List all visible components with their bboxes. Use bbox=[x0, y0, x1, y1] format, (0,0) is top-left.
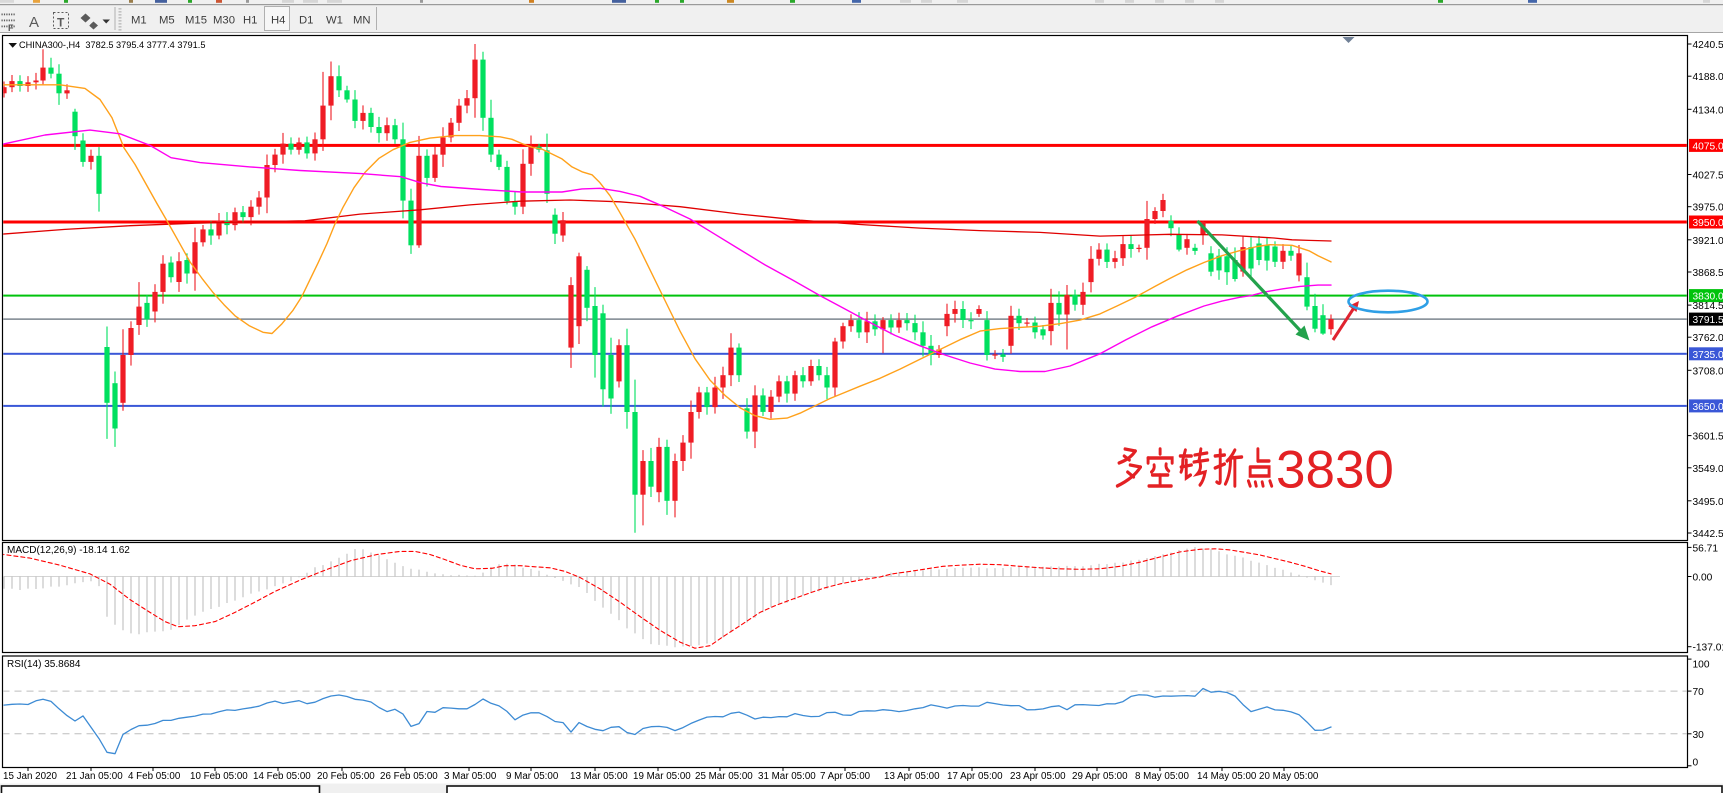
svg-text:3549.0: 3549.0 bbox=[1693, 464, 1723, 475]
svg-text:31 Mar 05:00: 31 Mar 05:00 bbox=[758, 771, 816, 782]
svg-text:56.71: 56.71 bbox=[1693, 543, 1719, 554]
svg-text:29 Apr 05:00: 29 Apr 05:00 bbox=[1072, 771, 1128, 782]
svg-text:13 Mar 05:00: 13 Mar 05:00 bbox=[570, 771, 628, 782]
svg-text:20 May 05:00: 20 May 05:00 bbox=[1259, 771, 1319, 782]
svg-text:20 Feb 05:00: 20 Feb 05:00 bbox=[317, 771, 375, 782]
svg-text:CHINA300-,H4 3782.5 3795.4 37: CHINA300-,H4 3782.5 3795.4 3777.4 3791.5 bbox=[19, 40, 205, 50]
svg-text:F: F bbox=[8, 23, 14, 33]
svg-text:MN: MN bbox=[353, 15, 371, 27]
svg-text:D1: D1 bbox=[299, 15, 313, 27]
svg-text:23 Apr 05:00: 23 Apr 05:00 bbox=[1010, 771, 1066, 782]
svg-text:14 Feb 05:00: 14 Feb 05:00 bbox=[253, 771, 311, 782]
svg-text:RSI(14) 35.8684: RSI(14) 35.8684 bbox=[7, 659, 81, 670]
svg-text:3495.0: 3495.0 bbox=[1693, 497, 1723, 508]
svg-text:3650.0: 3650.0 bbox=[1693, 402, 1723, 413]
svg-text:3601.5: 3601.5 bbox=[1693, 432, 1723, 443]
svg-text:3735.0: 3735.0 bbox=[1693, 350, 1723, 361]
svg-text:3762.0: 3762.0 bbox=[1693, 333, 1723, 344]
svg-text:A: A bbox=[29, 14, 39, 31]
svg-text:3921.0: 3921.0 bbox=[1693, 236, 1723, 247]
svg-text:4027.5: 4027.5 bbox=[1693, 171, 1723, 182]
svg-text:W1: W1 bbox=[326, 15, 343, 27]
svg-text:4240.5: 4240.5 bbox=[1693, 40, 1723, 51]
svg-text:14 May 05:00: 14 May 05:00 bbox=[1197, 771, 1257, 782]
svg-text:3830.0: 3830.0 bbox=[1693, 292, 1723, 303]
svg-text:3 Mar 05:00: 3 Mar 05:00 bbox=[444, 771, 497, 782]
svg-text:H1: H1 bbox=[243, 15, 257, 27]
svg-text:3814.5: 3814.5 bbox=[1693, 301, 1723, 312]
svg-text:3830: 3830 bbox=[1276, 441, 1394, 500]
svg-text:70: 70 bbox=[1693, 687, 1705, 698]
svg-text:9 Mar 05:00: 9 Mar 05:00 bbox=[506, 771, 559, 782]
svg-text:25 Mar 05:00: 25 Mar 05:00 bbox=[695, 771, 753, 782]
svg-text:4075.0: 4075.0 bbox=[1693, 141, 1723, 152]
svg-text:M1: M1 bbox=[131, 15, 147, 27]
svg-text:H4: H4 bbox=[271, 15, 285, 27]
svg-text:4 Feb 05:00: 4 Feb 05:00 bbox=[128, 771, 181, 782]
svg-text:10 Feb 05:00: 10 Feb 05:00 bbox=[190, 771, 248, 782]
svg-text:-137.01: -137.01 bbox=[1693, 643, 1723, 654]
svg-text:3442.5: 3442.5 bbox=[1693, 529, 1723, 540]
svg-text:4188.0: 4188.0 bbox=[1693, 72, 1723, 83]
svg-text:13 Apr 05:00: 13 Apr 05:00 bbox=[884, 771, 940, 782]
svg-text:3791.5: 3791.5 bbox=[1693, 315, 1723, 326]
svg-text:3708.0: 3708.0 bbox=[1693, 366, 1723, 377]
svg-text:19 Mar 05:00: 19 Mar 05:00 bbox=[633, 771, 691, 782]
svg-text:3868.5: 3868.5 bbox=[1693, 268, 1723, 279]
svg-text:15 Jan 2020: 15 Jan 2020 bbox=[3, 771, 57, 782]
svg-text:8 May 05:00: 8 May 05:00 bbox=[1135, 771, 1189, 782]
svg-text:17 Apr 05:00: 17 Apr 05:00 bbox=[947, 771, 1003, 782]
svg-text:3950.0: 3950.0 bbox=[1693, 218, 1723, 229]
svg-text:M15: M15 bbox=[185, 15, 207, 27]
svg-text:0: 0 bbox=[1693, 758, 1699, 769]
svg-text:0.00: 0.00 bbox=[1693, 573, 1713, 584]
svg-text:30: 30 bbox=[1693, 730, 1705, 741]
svg-text:100: 100 bbox=[1693, 660, 1710, 671]
svg-text:7 Apr 05:00: 7 Apr 05:00 bbox=[820, 771, 871, 782]
svg-text:3975.0: 3975.0 bbox=[1693, 203, 1723, 214]
svg-text:4134.0: 4134.0 bbox=[1693, 105, 1723, 116]
svg-text:26 Feb 05:00: 26 Feb 05:00 bbox=[380, 771, 438, 782]
svg-text:T: T bbox=[57, 16, 65, 30]
svg-text:21 Jan 05:00: 21 Jan 05:00 bbox=[66, 771, 123, 782]
svg-text:M30: M30 bbox=[213, 15, 235, 27]
svg-text:M5: M5 bbox=[159, 15, 175, 27]
svg-text:MACD(12,26,9) -18.14 1.62: MACD(12,26,9) -18.14 1.62 bbox=[7, 545, 130, 556]
